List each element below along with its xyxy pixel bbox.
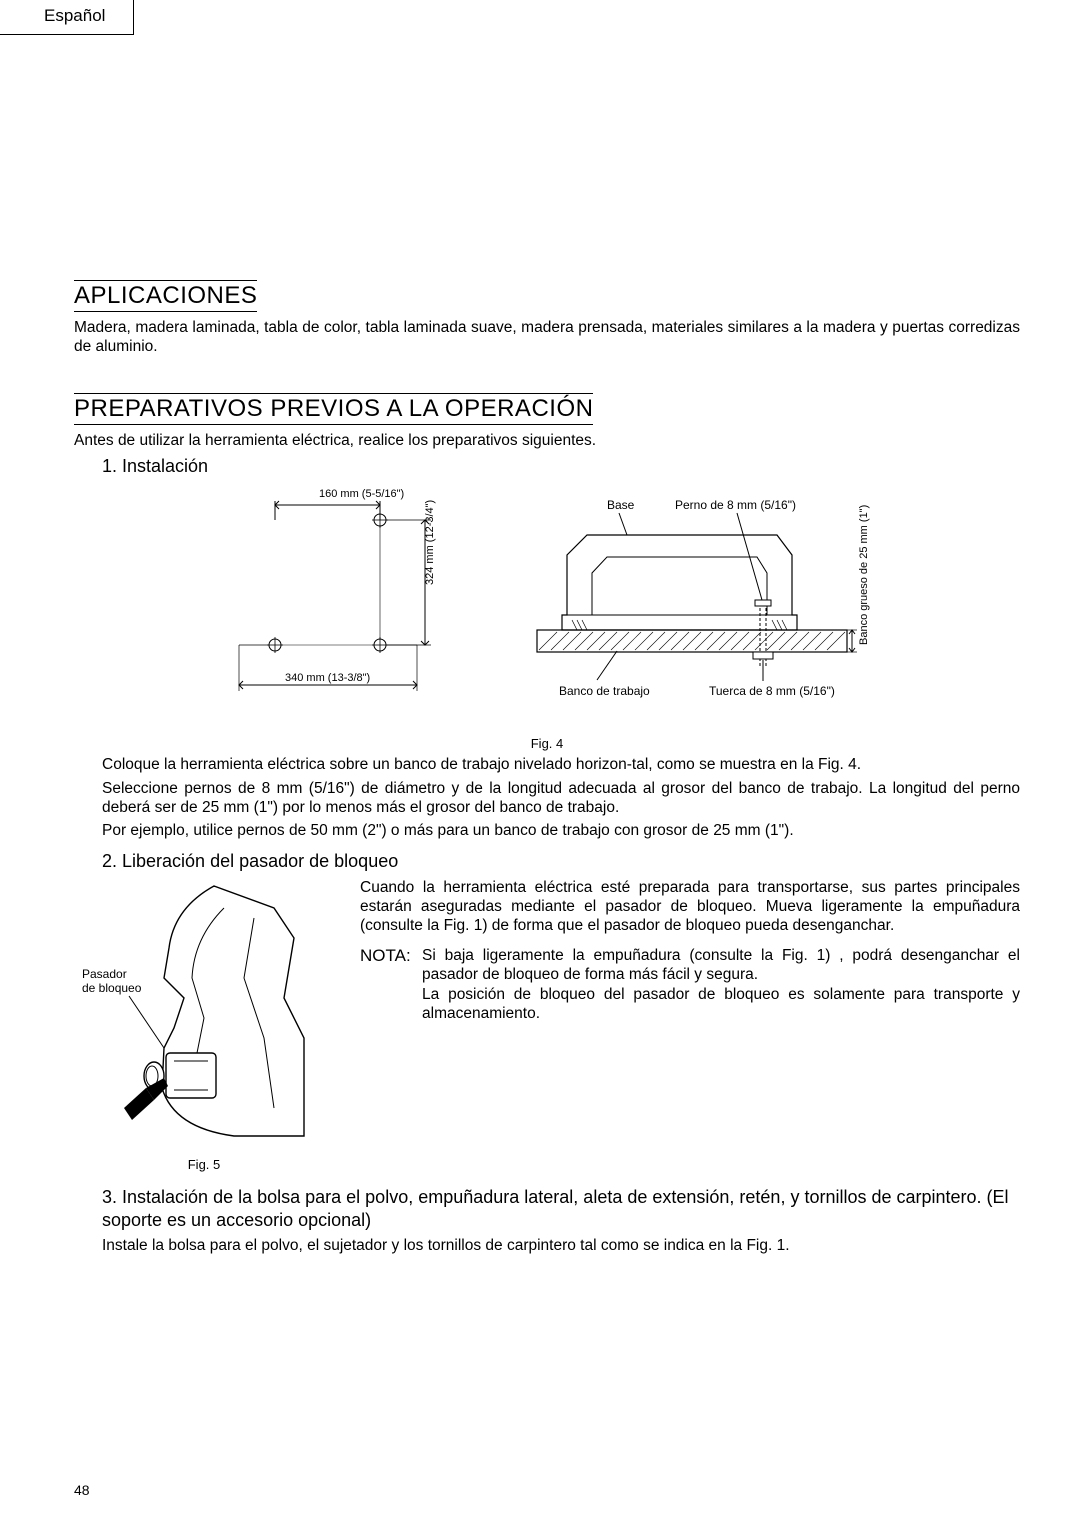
item2-title: 2. Liberación del pasador de bloqueo [102, 851, 1020, 872]
label-workbench: Banco de trabajo [559, 684, 650, 698]
item1-p3: Por ejemplo, utilice pernos de 50 mm (2"… [102, 821, 1020, 840]
fig5-pin-label-2: de bloqueo [82, 981, 142, 995]
fig5-caption: Fig. 5 [74, 1157, 334, 1172]
note-label: NOTA: [360, 946, 422, 1024]
item3-p1: Instale la bolsa para el polvo, el sujet… [102, 1236, 1020, 1255]
preparativos-intro: Antes de utilizar la herramienta eléctri… [74, 431, 1020, 450]
page-content: APLICACIONES Madera, madera laminada, ta… [74, 280, 1020, 1256]
item1-p1: Coloque la herramienta eléctrica sobre u… [102, 755, 1020, 774]
figure-5: Pasador de bloqueo [74, 878, 334, 1172]
note-body-2: La posición de bloqueo del pasador de bl… [422, 985, 1020, 1024]
language-tab: Español [0, 0, 134, 35]
label-nut: Tuerca de 8 mm (5/16") [709, 684, 835, 698]
item1-title: 1. Instalación [102, 456, 1020, 477]
note-body-1: Si baja ligeramente la empuñadura (consu… [422, 946, 1020, 985]
fig5-pin-label-1: Pasador [82, 967, 127, 981]
section-heading-preparativos: PREPARATIVOS PREVIOS A LA OPERACIÓN [74, 393, 593, 425]
label-bolt: Perno de 8 mm (5/16") [675, 498, 796, 512]
dim-right-label: 324 mm (12-3/4") [424, 500, 436, 585]
figure-4-right: Base Perno de 8 mm (5/16") [517, 485, 897, 730]
label-base: Base [607, 498, 635, 512]
item1-p2: Seleccione pernos de 8 mm (5/16") de diá… [102, 779, 1020, 818]
dim-bottom-label: 340 mm (13-3/8") [285, 672, 370, 684]
label-bench-thick: Banco grueso de 25 mm (1") [858, 505, 870, 645]
item3-title: 3. Instalación de la bolsa para el polvo… [102, 1186, 1020, 1233]
item2-p1: Cuando la herramienta eléctrica esté pre… [360, 878, 1020, 936]
figure-4-row: 160 mm (5-5/16") [74, 485, 1020, 730]
fig4-caption: Fig. 4 [74, 736, 1020, 751]
dim-top-label: 160 mm (5-5/16") [319, 488, 404, 500]
item2-text-column: Cuando la herramienta eléctrica esté pre… [360, 878, 1020, 1024]
section-heading-aplicaciones: APLICACIONES [74, 280, 257, 312]
page-number: 48 [74, 1482, 90, 1498]
aplicaciones-body: Madera, madera laminada, tabla de color,… [74, 318, 1020, 357]
figure-4-left: 160 mm (5-5/16") [197, 485, 477, 710]
